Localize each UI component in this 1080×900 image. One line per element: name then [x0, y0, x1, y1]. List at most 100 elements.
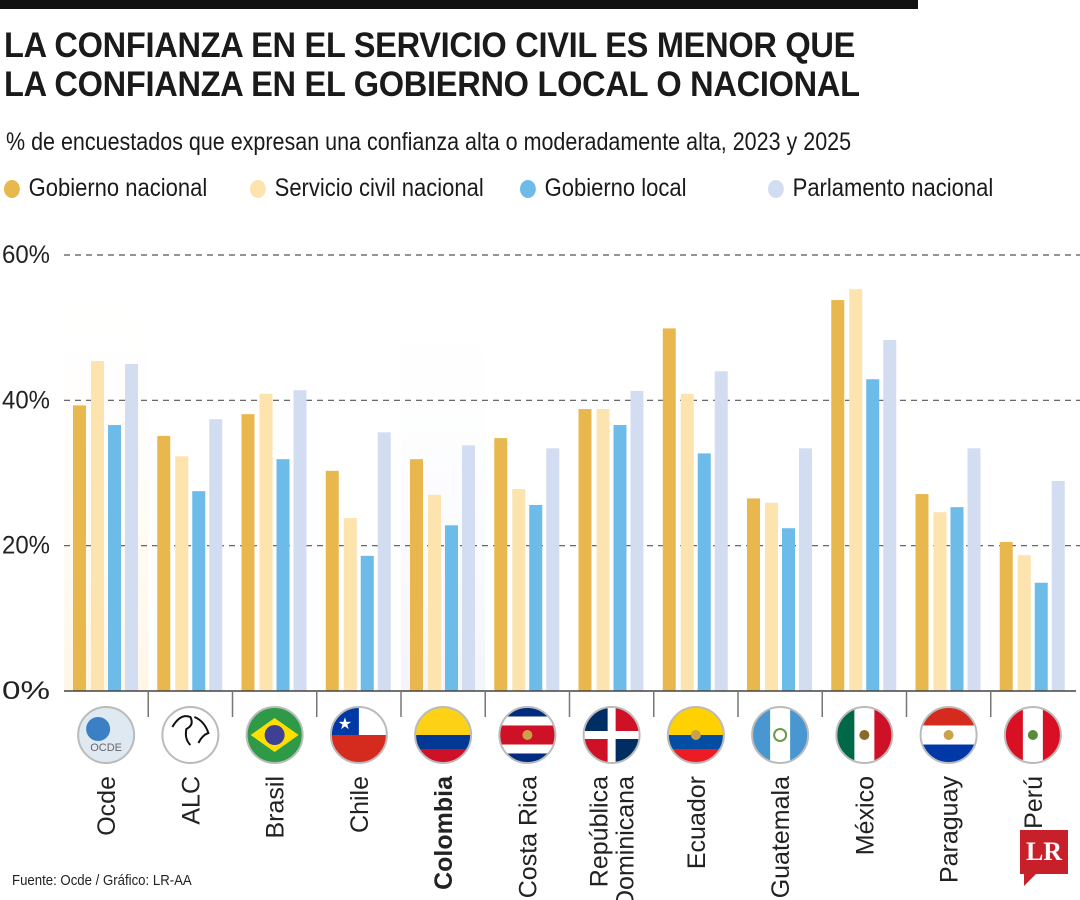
legend-label: Parlamento nacional: [792, 174, 994, 202]
bar-gobierno-nacional: [578, 409, 592, 691]
bar-gobierno-nacional: [410, 459, 423, 691]
chart-subtitle: % de encuestados que expresan una confia…: [6, 128, 852, 156]
flag-rim: [751, 706, 810, 764]
flag-rim: [414, 706, 473, 764]
bar-gobierno-nacional: [73, 405, 86, 691]
bar-gobierno-nacional: [999, 542, 1013, 691]
bar-servicio-civil-nacional: [1017, 555, 1031, 691]
flag-icon-méxico: [835, 706, 894, 764]
bar-gobierno-local: [360, 555, 374, 691]
legend-item-gobierno-nacional: Gobierno nacional: [4, 174, 207, 203]
legend-label: Gobierno nacional: [28, 174, 208, 202]
bar-servicio-civil-nacional: [680, 393, 694, 691]
y-tick-label: 20%: [2, 532, 50, 560]
category-label-line: Dominicana: [612, 776, 640, 900]
flag-icon-costa-rica: [498, 706, 557, 764]
flag-star: ★: [338, 716, 352, 733]
flag-emblem: [1027, 730, 1038, 740]
bar-parlamento-nacional: [293, 390, 307, 691]
bar-parlamento-nacional: [630, 390, 644, 691]
flag-icon-alc: [161, 706, 220, 764]
bar-gobierno-nacional: [831, 300, 845, 691]
y-tick-label: 0%: [2, 677, 50, 705]
bar-parlamento-nacional: [462, 445, 475, 691]
category-label: Chile: [346, 776, 374, 833]
bar-gobierno-local: [950, 507, 964, 691]
category-label: Paraguay: [936, 776, 964, 884]
globe-lines: [171, 715, 210, 746]
bar-gobierno-local: [108, 425, 121, 691]
top-rule: [0, 0, 918, 9]
flag-rim: [329, 706, 388, 764]
flag-icon-república-dominicana: [582, 706, 641, 764]
legend-swatch: [768, 179, 784, 198]
bar-gobierno-local: [613, 425, 627, 691]
title-line-1: LA CONFIANZA EN EL SERVICIO CIVIL ES MEN…: [4, 26, 856, 65]
category-label: México: [851, 776, 879, 855]
title-line-2: LA CONFIANZA EN EL GOBIERNO LOCAL O NACI…: [4, 65, 860, 104]
flag-stripe: [415, 707, 472, 735]
bar-gobierno-nacional: [241, 414, 255, 691]
bar-parlamento-nacional: [377, 432, 391, 691]
bar-gobierno-local: [192, 491, 206, 691]
category-label: Ocde: [93, 776, 121, 836]
bar-gobierno-nacional: [662, 328, 676, 691]
flag-body: [162, 707, 219, 763]
flag-body: [246, 707, 303, 763]
flag-body: [499, 707, 556, 763]
bar-servicio-civil-nacional: [765, 502, 778, 691]
bar-servicio-civil-nacional: [596, 409, 610, 691]
chart-title: LA CONFIANZA EN EL SERVICIO CIVIL ES MEN…: [4, 26, 860, 104]
y-tick-label: 40%: [2, 386, 50, 414]
bar-gobierno-local: [697, 453, 711, 691]
flag-rim: [835, 706, 894, 764]
flag-stripe: [770, 707, 791, 763]
bar-parlamento-nacional: [714, 371, 728, 691]
flag-icon-perú: [1003, 706, 1062, 764]
bar-servicio-civil-nacional: [91, 361, 104, 691]
bar-gobierno-nacional: [494, 438, 508, 691]
category-label: Colombia: [430, 775, 458, 890]
bar-parlamento-nacional: [1051, 480, 1065, 691]
flag-rim: [498, 706, 557, 764]
legend-swatch: [250, 179, 266, 198]
category-label-line: República: [586, 776, 614, 887]
y-tick-label: 60%: [2, 241, 50, 269]
bar-gobierno-local: [276, 459, 290, 691]
bar-servicio-civil-nacional: [933, 512, 947, 691]
flag-icon-guatemala: [751, 706, 810, 764]
flag-stripe: [499, 744, 556, 754]
flag-body: [752, 707, 809, 763]
flag-emblem: [522, 730, 533, 740]
bar-gobierno-local: [1034, 582, 1048, 691]
bar-parlamento-nacional: [546, 448, 560, 691]
bar-parlamento-nacional: [883, 340, 897, 691]
bar-servicio-civil-nacional: [175, 456, 189, 691]
legend-label: Gobierno local: [544, 174, 687, 202]
flag-body: OCDE: [78, 707, 135, 763]
category-label: ALC: [177, 776, 205, 825]
flag-emblem: [859, 730, 870, 740]
flag-disc: [264, 725, 285, 745]
flag-stripe: [499, 753, 556, 763]
bar-parlamento-nacional: [967, 448, 981, 691]
category-label: Ecuador: [683, 776, 711, 869]
legend-item-servicio-civil: Servicio civil nacional: [250, 174, 484, 203]
bar-parlamento-nacional: [209, 419, 223, 691]
flag-rim: [919, 706, 978, 764]
oecd-logo-text: OCDE: [90, 742, 122, 754]
bar-servicio-civil-nacional: [849, 289, 863, 691]
flag-icon-paraguay: [919, 706, 978, 764]
flag-stripe: [499, 707, 556, 717]
bar-gobierno-nacional: [325, 470, 339, 691]
oecd-globe: [86, 717, 111, 741]
bar-servicio-civil-nacional: [259, 393, 273, 691]
flag-stripe: [415, 735, 472, 749]
category-label: Guatemala: [767, 776, 795, 898]
flag-rim: [582, 706, 641, 764]
flag-stripe: [330, 735, 387, 763]
flag-rim: [1003, 706, 1062, 764]
bar-gobierno-local: [866, 379, 880, 691]
